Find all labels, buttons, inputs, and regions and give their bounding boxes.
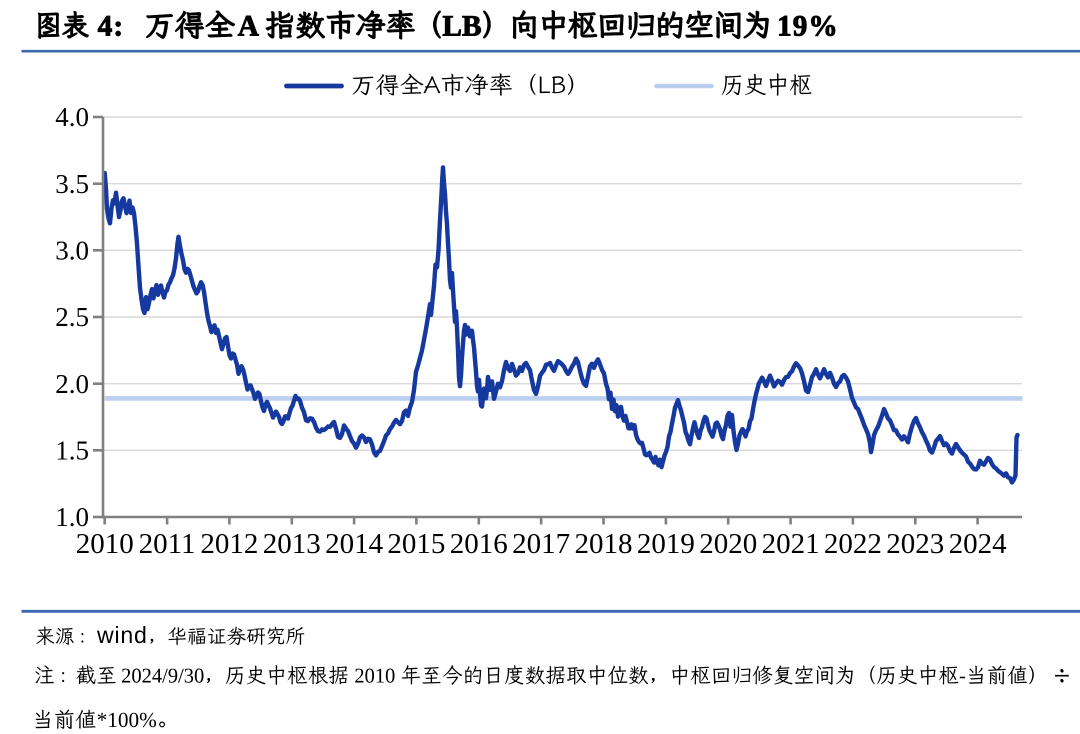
svg-text:2017: 2017 <box>512 528 570 560</box>
svg-text:2020: 2020 <box>699 528 757 560</box>
svg-text:2024: 2024 <box>949 528 1008 560</box>
svg-text:2021: 2021 <box>762 528 820 560</box>
svg-text:2.5: 2.5 <box>55 302 89 332</box>
svg-text:1.5: 1.5 <box>55 436 89 466</box>
svg-text:2010: 2010 <box>76 528 134 560</box>
svg-text:2015: 2015 <box>387 528 445 560</box>
svg-text:2014: 2014 <box>325 528 384 560</box>
svg-text:2.0: 2.0 <box>55 369 89 399</box>
svg-text:2011: 2011 <box>139 528 196 560</box>
svg-text:1.0: 1.0 <box>55 502 89 532</box>
svg-text:4.0: 4.0 <box>55 102 89 132</box>
svg-text:3.0: 3.0 <box>55 236 89 266</box>
svg-text:3.5: 3.5 <box>55 169 89 199</box>
svg-text:2016: 2016 <box>450 528 508 560</box>
svg-text:2022: 2022 <box>824 528 882 560</box>
svg-text:2018: 2018 <box>575 528 633 560</box>
svg-text:2019: 2019 <box>637 528 695 560</box>
svg-text:2012: 2012 <box>200 528 258 560</box>
svg-text:2013: 2013 <box>263 528 321 560</box>
svg-text:2023: 2023 <box>886 528 944 560</box>
